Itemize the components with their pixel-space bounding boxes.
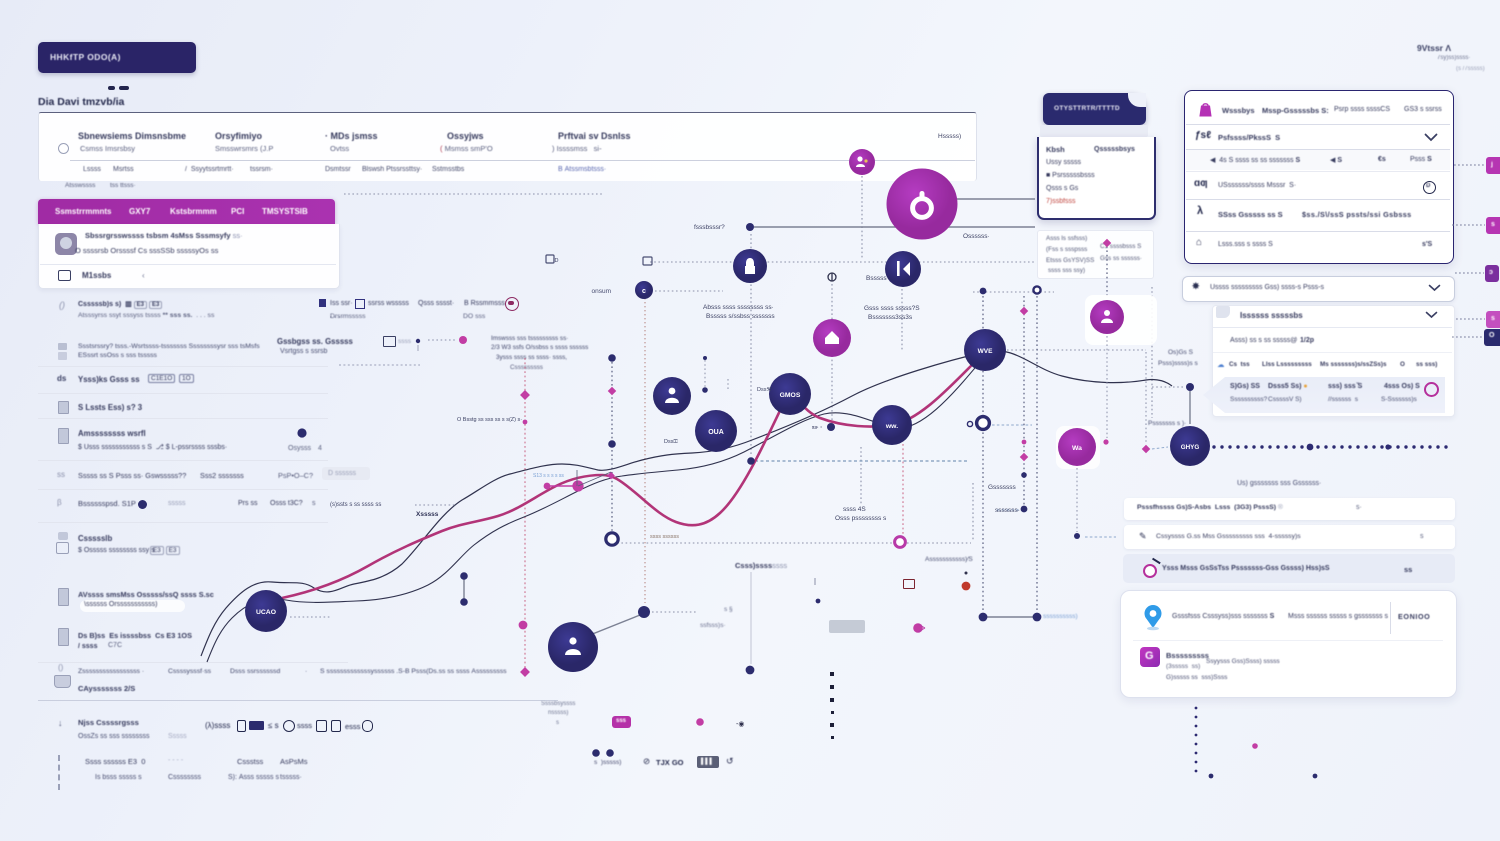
svg-text:(s)ssts s ss ssss ss: (s)ssts s ss ssss ss xyxy=(330,502,381,508)
svg-text:fsssbsssr?: fsssbsssr? xyxy=(694,224,725,231)
svg-text:ID: ID xyxy=(553,258,559,264)
svg-text:ssss ssssss: ssss ssssss xyxy=(650,534,679,540)
svg-text:OUA: OUA xyxy=(708,429,724,436)
svg-text:UCAO: UCAO xyxy=(256,609,276,616)
svg-text:Bsssssss3ss3s: Bsssssss3ss3s xyxy=(868,314,913,321)
svg-text:GMOS: GMOS xyxy=(780,392,801,399)
svg-text:sssssss·: sssssss· xyxy=(995,507,1020,514)
svg-text:Osss pssssssss s: Osss pssssssss s xyxy=(835,515,887,522)
svg-text:ss·: ss· xyxy=(812,425,819,431)
svg-text:WVE: WVE xyxy=(978,348,993,355)
svg-text:Wa: Wa xyxy=(1072,445,1082,452)
svg-text:Absss ssss ssssssss ss·: Absss ssss ssssssss ss· xyxy=(703,304,774,311)
svg-text:Bsssss s/ssbss sssssss: Bsssss s/ssbss sssssss xyxy=(706,313,775,320)
svg-text:Dss⚒: Dss⚒ xyxy=(757,386,772,393)
svg-text:Dss⚿: Dss⚿ xyxy=(664,439,678,445)
svg-text:ssss 4S: ssss 4S xyxy=(843,506,866,513)
svg-text:O Bsstg ss sss ss s s(Z) s·: O Bsstg ss sss ss s s(Z) s· xyxy=(457,417,522,423)
svg-text:Hsssss): Hsssss) xyxy=(938,133,961,140)
svg-text:Xsssss: Xsssss xyxy=(416,511,439,518)
svg-text:Ossssss·: Ossssss· xyxy=(963,233,990,240)
svg-text:onsum: onsum xyxy=(591,288,611,295)
svg-text:c: c xyxy=(642,288,646,295)
svg-text:Gsssssss: Gsssssss xyxy=(988,484,1017,491)
svg-text:GHYG: GHYG xyxy=(1181,444,1200,451)
svg-text:S13 s s s s ss: S13 s s s s ss xyxy=(533,473,564,479)
svg-text:Gsss ssss sssss?S: Gsss ssss sssss?S xyxy=(864,305,920,312)
svg-text:-◉: -◉ xyxy=(736,721,744,728)
svg-text:Bsssss: Bsssss xyxy=(866,275,887,282)
svg-text:ww.: ww. xyxy=(885,423,898,430)
